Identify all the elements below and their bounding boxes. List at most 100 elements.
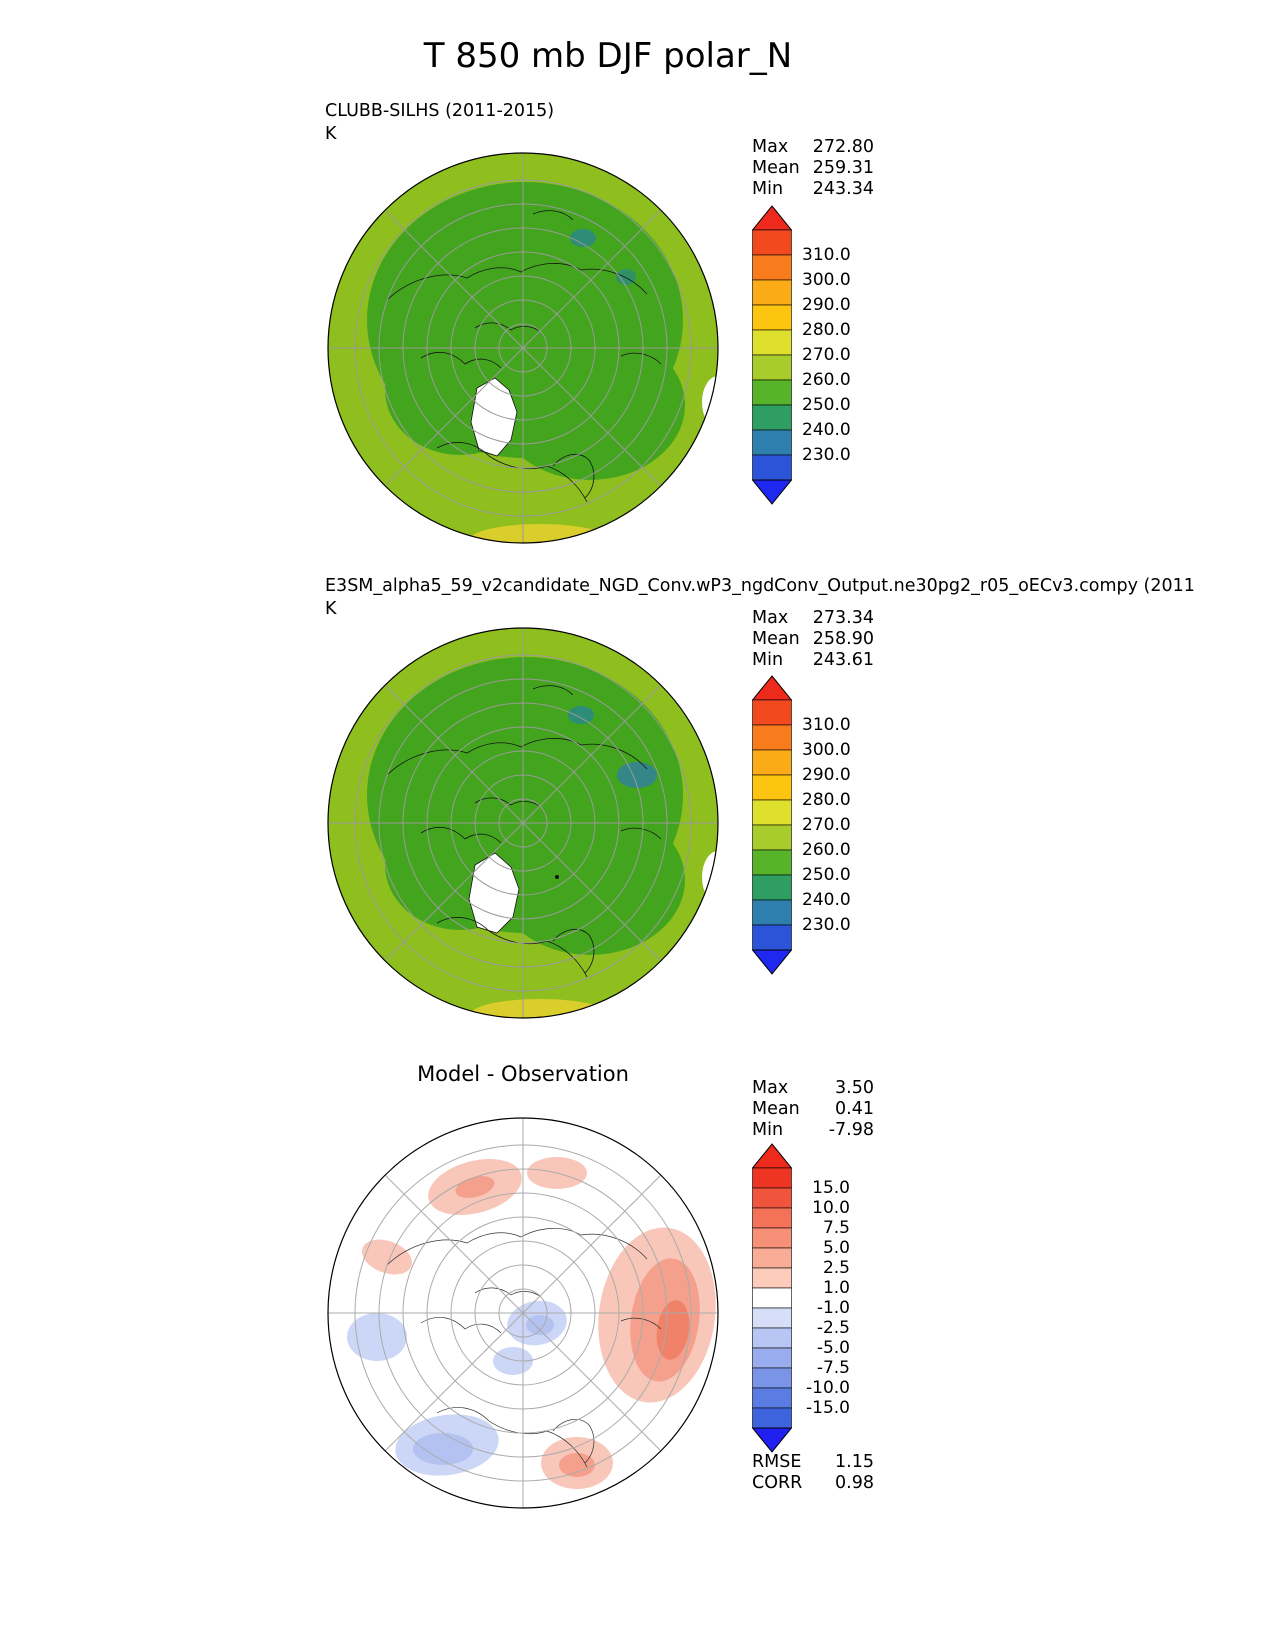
- stat-label: Min: [752, 179, 784, 199]
- stat-value: 259.31: [812, 158, 874, 178]
- colorbar-segment: [752, 799, 792, 826]
- colorbar-tick-label: 1.0: [822, 1278, 850, 1298]
- metric-value: 0.98: [835, 1473, 874, 1493]
- colorbar-tick-label: -1.0: [816, 1298, 850, 1318]
- metric-rmse: RMSE 1.15: [752, 1452, 874, 1473]
- colorbar-segment: [752, 1407, 792, 1429]
- colorbar-arrow-down: [751, 949, 793, 975]
- colorbar-tick-label: 7.5: [822, 1218, 850, 1238]
- stat-value: 273.34: [812, 608, 874, 628]
- stat-label: Max: [752, 137, 789, 157]
- stat-mean: Mean 0.41: [752, 1099, 874, 1120]
- stat-label: Max: [752, 1078, 789, 1098]
- colorbar-graphic: [751, 205, 793, 505]
- colorbar-segment: [752, 379, 792, 406]
- colorbar-graphic: [751, 675, 793, 975]
- colorbar-tick-label: 230.0: [802, 445, 851, 465]
- colorbar-segment: [752, 1367, 792, 1389]
- colorbar-segment: [752, 229, 792, 256]
- colorbar-tick-label: 240.0: [802, 890, 851, 910]
- colorbar-segment: [752, 304, 792, 331]
- stat-mean: Mean 259.31: [752, 158, 874, 179]
- colorbar-tick-label: 230.0: [802, 915, 851, 935]
- colorbar-tick-label: 270.0: [802, 815, 851, 835]
- metric-label: RMSE: [752, 1452, 802, 1472]
- colorbar-segment: [752, 279, 792, 306]
- metric-label: CORR: [752, 1473, 803, 1493]
- stat-value: -7.98: [828, 1120, 874, 1140]
- colorbar-segment: [752, 774, 792, 801]
- stat-value: 258.90: [812, 629, 874, 649]
- map1-coastlines: [386, 210, 662, 503]
- stat-min: Min 243.34: [752, 179, 874, 200]
- colorbar-segment: [752, 1387, 792, 1409]
- stat-label: Max: [752, 608, 789, 628]
- colorbar-tick-label: 15.0: [812, 1178, 850, 1198]
- colorbar-segment: [752, 454, 792, 481]
- colorbar-tick-label: 260.0: [802, 370, 851, 390]
- map1-boundary: [327, 152, 719, 544]
- colorbar-segment: [752, 1227, 792, 1249]
- colorbar-tick-label: 280.0: [802, 320, 851, 340]
- stat-value: 0.41: [835, 1099, 874, 1119]
- colorbar-tick-label: 10.0: [812, 1198, 850, 1218]
- panel1-units-label: K: [325, 124, 337, 144]
- panel1-colorbar: 310.0 300.0 290.0 280.0 270.0 260.0 250.0 240.0…: [751, 205, 862, 509]
- colorbar-segment: [752, 1207, 792, 1229]
- map2-graticule: [328, 628, 718, 1018]
- colorbar-tick-label: 2.5: [822, 1258, 850, 1278]
- colorbar-segment: [752, 429, 792, 456]
- panel3-colorbar: 15.0 10.0 7.5 5.0 2.5 1.0 -1.0 -2.5 -5.0 -7.5 -10.…: [751, 1143, 862, 1457]
- stat-label: Min: [752, 650, 784, 670]
- colorbar-tick-label: -15.0: [806, 1398, 850, 1418]
- colorbar-segment: [752, 1327, 792, 1349]
- map1-graticule: [328, 153, 718, 543]
- colorbar-tick-label: 300.0: [802, 740, 851, 760]
- colorbar-segment: [752, 254, 792, 281]
- colorbar-tick-label: 250.0: [802, 865, 851, 885]
- colorbar-segment: [752, 924, 792, 951]
- stat-label: Mean: [752, 1099, 800, 1119]
- colorbar-arrow-down: [751, 1427, 793, 1453]
- colorbar-segment: [752, 1307, 792, 1329]
- map-panel3: [327, 1117, 719, 1509]
- colorbar-segment: [752, 1167, 792, 1189]
- panel3-title: Model - Observation: [417, 1062, 629, 1086]
- colorbar-tick-label: -7.5: [816, 1358, 850, 1378]
- figure-title: T 850 mb DJF polar_N: [423, 36, 793, 76]
- colorbar-segment: [752, 1187, 792, 1209]
- stat-value: 243.61: [812, 650, 874, 670]
- panel2-stats: Max 273.34 Mean 258.90 Min 243.61: [752, 608, 874, 671]
- stat-label: Min: [752, 1120, 784, 1140]
- panel1-stats: Max 272.80 Mean 259.31 Min 243.34: [752, 137, 874, 200]
- stat-value: 3.50: [835, 1078, 874, 1098]
- colorbar-segment: [752, 329, 792, 356]
- colorbar-segment: [752, 849, 792, 876]
- colorbar-tick-label: 290.0: [802, 295, 851, 315]
- colorbar-tick-label: 250.0: [802, 395, 851, 415]
- colorbar-tick-label: -2.5: [816, 1318, 850, 1338]
- colorbar-tick-label: 290.0: [802, 765, 851, 785]
- colorbar-tick-label: 260.0: [802, 840, 851, 860]
- map2-boundary: [327, 627, 719, 1019]
- colorbar-segment: [752, 749, 792, 776]
- colorbar-tick-label: 5.0: [822, 1238, 850, 1258]
- colorbar-segment: [752, 899, 792, 926]
- colorbar-arrow-up: [751, 205, 793, 231]
- colorbar-tick-label: 240.0: [802, 420, 851, 440]
- colorbar-segment: [752, 1247, 792, 1269]
- metric-corr: CORR 0.98: [752, 1473, 874, 1494]
- panel3-metrics: RMSE 1.15 CORR 0.98: [752, 1452, 874, 1494]
- stat-max: Max 3.50: [752, 1078, 874, 1099]
- map3-boundary: [327, 1117, 719, 1509]
- map1-missing-data-patch: [470, 377, 518, 457]
- colorbar-tick-label: -5.0: [816, 1338, 850, 1358]
- metric-value: 1.15: [835, 1452, 874, 1472]
- colorbar-arrow-up: [751, 1143, 793, 1169]
- colorbar-segment: [752, 874, 792, 901]
- panel2-colorbar: 310.0 300.0 290.0 280.0 270.0 260.0 250.0 240.0…: [751, 675, 862, 979]
- colorbar-segment: [752, 1287, 792, 1309]
- stat-max: Max 273.34: [752, 608, 874, 629]
- colorbar-segment: [752, 699, 792, 726]
